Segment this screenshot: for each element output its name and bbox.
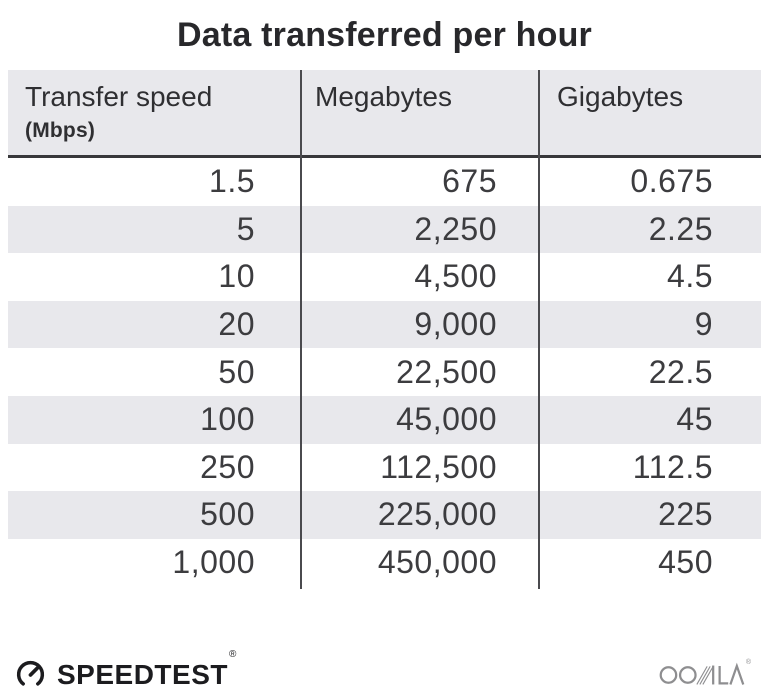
column-header-transfer-speed: Transfer speed (Mbps) — [8, 70, 301, 155]
column-header-label: Megabytes — [315, 81, 452, 112]
footer: SPEEDTEST® ® — [0, 649, 769, 698]
table-header-row: Transfer speed (Mbps) Megabytes Gigabyte… — [8, 70, 761, 158]
cell-speed: 100 — [200, 401, 255, 438]
cell-speed: 10 — [218, 258, 255, 295]
column-header-gigabytes: Gigabytes — [539, 70, 761, 155]
cell-megabytes: 4,500 — [414, 258, 497, 295]
cell-megabytes: 450,000 — [377, 544, 497, 581]
table-row: 10 4,500 4.5 — [8, 253, 761, 301]
table-row: 250 112,500 112.5 — [8, 444, 761, 492]
column-header-label: Transfer speed — [25, 81, 213, 112]
table-row: 5 2,250 2.25 — [8, 205, 761, 254]
cell-megabytes: 112,500 — [380, 448, 497, 485]
cell-speed: 50 — [218, 353, 255, 390]
column-divider — [300, 70, 302, 589]
cell-megabytes: 45,000 — [396, 401, 497, 438]
cell-gigabytes: 22.5 — [648, 353, 713, 390]
column-header-megabytes: Megabytes — [301, 70, 539, 155]
cell-gigabytes: 9 — [694, 306, 713, 343]
table-row: 50 22,500 22.5 — [8, 348, 761, 396]
cell-megabytes: 225,000 — [377, 496, 497, 533]
cell-megabytes: 675 — [442, 163, 497, 200]
cell-megabytes: 2,250 — [414, 210, 497, 247]
cell-gigabytes: 2.25 — [648, 210, 713, 247]
cell-speed: 500 — [200, 496, 255, 533]
cell-gigabytes: 450 — [658, 544, 713, 581]
page-title: Data transferred per hour — [177, 16, 592, 54]
column-header-unit: (Mbps) — [25, 118, 96, 142]
table-row: 100 45,000 45 — [8, 395, 761, 444]
speedtest-logo: SPEEDTEST® — [14, 649, 236, 691]
cell-gigabytes: 0.675 — [630, 163, 713, 200]
column-divider — [538, 70, 540, 589]
table-row: 500 225,000 225 — [8, 491, 761, 539]
speedtest-wordmark: SPEEDTEST — [57, 658, 228, 690]
table-body: 1.5 675 0.675 5 2,250 2.25 10 4,500 4.5 … — [8, 158, 761, 586]
cell-gigabytes: 112.5 — [632, 448, 713, 485]
table-row: 1.5 675 0.675 — [8, 158, 761, 206]
cell-megabytes: 9,000 — [414, 306, 497, 343]
cell-gigabytes: 225 — [658, 496, 713, 533]
ookla-logo — [659, 662, 745, 685]
table-row: 1,000 450,000 450 — [8, 539, 761, 587]
cell-gigabytes: 45 — [676, 401, 713, 438]
cell-gigabytes: 4.5 — [667, 258, 713, 295]
speedtest-registered-mark: ® — [228, 648, 237, 660]
cell-speed: 250 — [200, 448, 255, 485]
cell-megabytes: 22,500 — [396, 353, 497, 390]
ookla-registered-mark: ® — [745, 659, 751, 666]
column-header-label: Gigabytes — [557, 81, 684, 112]
cell-speed: 1.5 — [209, 163, 255, 200]
speedtest-gauge-icon — [16, 660, 45, 686]
cell-speed: 1,000 — [172, 544, 255, 581]
table-row: 20 9,000 9 — [8, 300, 761, 349]
data-table: Transfer speed (Mbps) Megabytes Gigabyte… — [8, 70, 761, 589]
cell-speed: 5 — [236, 210, 255, 247]
cell-speed: 20 — [218, 306, 255, 343]
